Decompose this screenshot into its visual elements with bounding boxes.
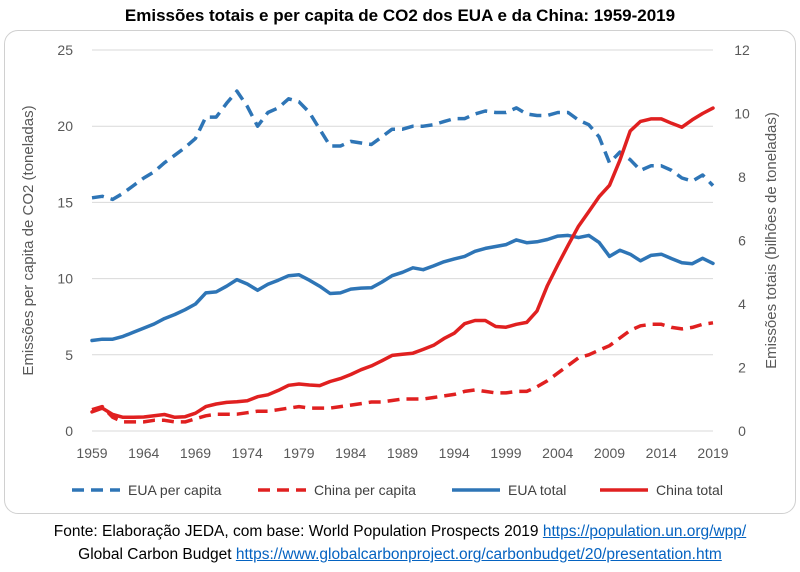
carbon-budget-link[interactable]: https://www.globalcarbonproject.org/carb… xyxy=(235,546,722,563)
y2-tick-label: 6 xyxy=(738,233,746,249)
x-tick-label: 1979 xyxy=(283,445,314,461)
series-line-china-per-capita xyxy=(91,321,714,424)
y-tick-label: 25 xyxy=(57,42,73,58)
legend-label: China total xyxy=(656,482,723,498)
source-line-2: Global Carbon Budget https://www.globalc… xyxy=(0,546,800,564)
x-tick-label: 1989 xyxy=(387,445,418,461)
series-lines xyxy=(90,89,715,424)
x-tick-label: 2019 xyxy=(697,445,728,461)
y-tick-label: 15 xyxy=(57,194,73,210)
x-tick-label: 2004 xyxy=(542,445,573,461)
x-tick-label: 1964 xyxy=(128,445,159,461)
y-tick-label: 0 xyxy=(65,423,73,439)
legend: EUA per capita China per capita EUA total C… xyxy=(72,482,723,498)
x-tick-label: 1999 xyxy=(490,445,521,461)
y-tick-label: 10 xyxy=(57,271,73,287)
x-tick-label: 1984 xyxy=(335,445,366,461)
x-tick-label: 1994 xyxy=(439,445,470,461)
y2-tick-label: 10 xyxy=(734,106,750,122)
y2-tick-label: 0 xyxy=(738,423,746,439)
x-tick-label: 1959 xyxy=(76,445,107,461)
x-tick-label: 1974 xyxy=(232,445,263,461)
line-chart: 0 5 10 15 20 25 0 2 4 6 8 10 12 1959 1964 1969 1974 1979 1… xyxy=(20,42,780,498)
x-tick-label: 2009 xyxy=(594,445,625,461)
source-line-1: Fonte: Elaboração JEDA, com base: World … xyxy=(0,523,800,541)
x-tick-label: 1969 xyxy=(180,445,211,461)
y2-tick-label: 2 xyxy=(738,360,746,376)
source-text-2: Global Carbon Budget xyxy=(78,546,236,563)
series-line-eua-total xyxy=(90,233,715,343)
legend-label: EUA per capita xyxy=(128,482,222,498)
x-tick-label: 2014 xyxy=(646,445,677,461)
source-text: Fonte: Elaboração JEDA, com base: World … xyxy=(53,523,543,540)
y2-tick-label: 4 xyxy=(738,296,746,312)
y-tick-label: 5 xyxy=(65,347,73,363)
y2-tick-label: 12 xyxy=(734,42,750,58)
y-axis-title: Emissões per capita de CO2 (toneladas) xyxy=(20,105,37,375)
y2-tick-label: 8 xyxy=(738,169,746,185)
y2-axis-title: Emissões totais (bilhões de toneladas) xyxy=(763,112,780,369)
legend-label: China per capita xyxy=(314,482,416,498)
tick-labels: 0 5 10 15 20 25 0 2 4 6 8 10 12 1959 1964 1969 1974 1979 1… xyxy=(20,42,780,461)
population-link[interactable]: https://population.un.org/wpp/ xyxy=(542,523,747,540)
legend-label: EUA total xyxy=(508,482,566,498)
y-tick-label: 20 xyxy=(57,118,73,134)
series-line-china-total xyxy=(90,106,715,420)
chart-title: Emissões totais e per capita de CO2 dos … xyxy=(124,6,676,25)
series-line-eua-per-capita xyxy=(91,89,715,202)
